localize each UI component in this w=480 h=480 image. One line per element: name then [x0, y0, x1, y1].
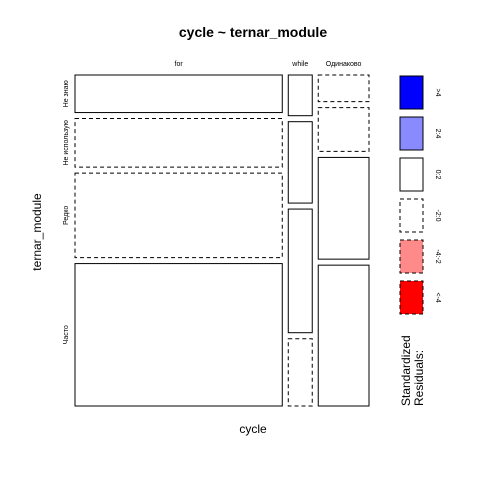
column-labels: for while Одинаково: [175, 61, 362, 68]
column-label: for: [175, 61, 184, 68]
tile-while-4: [287, 338, 313, 407]
legend-title-line1: Standardized: [399, 335, 413, 406]
tile-cat-3: [317, 156, 370, 260]
chart-title: cycle ~ ternar_module: [179, 24, 327, 40]
legend-label: 0:2: [434, 170, 441, 180]
tile-cat-2: [317, 107, 370, 152]
row-label: Редко: [63, 206, 70, 225]
legend-label: -4:-2: [434, 249, 441, 264]
legend-title-line2: Residuals:: [412, 350, 426, 406]
row-label: Часто: [63, 325, 70, 344]
tile-cat-1: [317, 74, 370, 103]
tile-while-3: [287, 208, 313, 334]
x-axis-label: cycle: [239, 422, 267, 436]
legend-label: >4: [434, 89, 441, 97]
column-label: Одинаково: [326, 61, 362, 68]
tile-while-1: [287, 74, 313, 117]
legend-label: <-4: [434, 292, 441, 302]
legend-box: [399, 198, 424, 233]
tile-for-3: [74, 172, 283, 259]
mosaic-tiles: [74, 74, 370, 407]
column-label: while: [291, 61, 308, 68]
legend-box: [399, 239, 424, 274]
residual-legend: >4 2:4 0:2 -2:0 -4:-2 <-4 Standardized Residual…: [399, 75, 441, 406]
legend-box: [399, 75, 424, 110]
y-axis-label: ternar_module: [30, 193, 44, 271]
tile-for-1: [74, 74, 283, 114]
legend-box: [399, 157, 424, 192]
row-labels: Не знаю Не использую Редко Часто: [63, 80, 70, 344]
tile-for-2: [74, 118, 283, 168]
row-label: Не знаю: [63, 80, 70, 107]
legend-box: [399, 280, 424, 315]
legend-label: -2:0: [434, 209, 441, 221]
row-label: Не использую: [63, 120, 70, 165]
legend-box: [399, 116, 424, 151]
tile-for-4: [74, 263, 283, 407]
tile-while-2: [287, 121, 313, 204]
tile-cat-4: [317, 264, 370, 407]
legend-label: 2:4: [434, 129, 441, 139]
